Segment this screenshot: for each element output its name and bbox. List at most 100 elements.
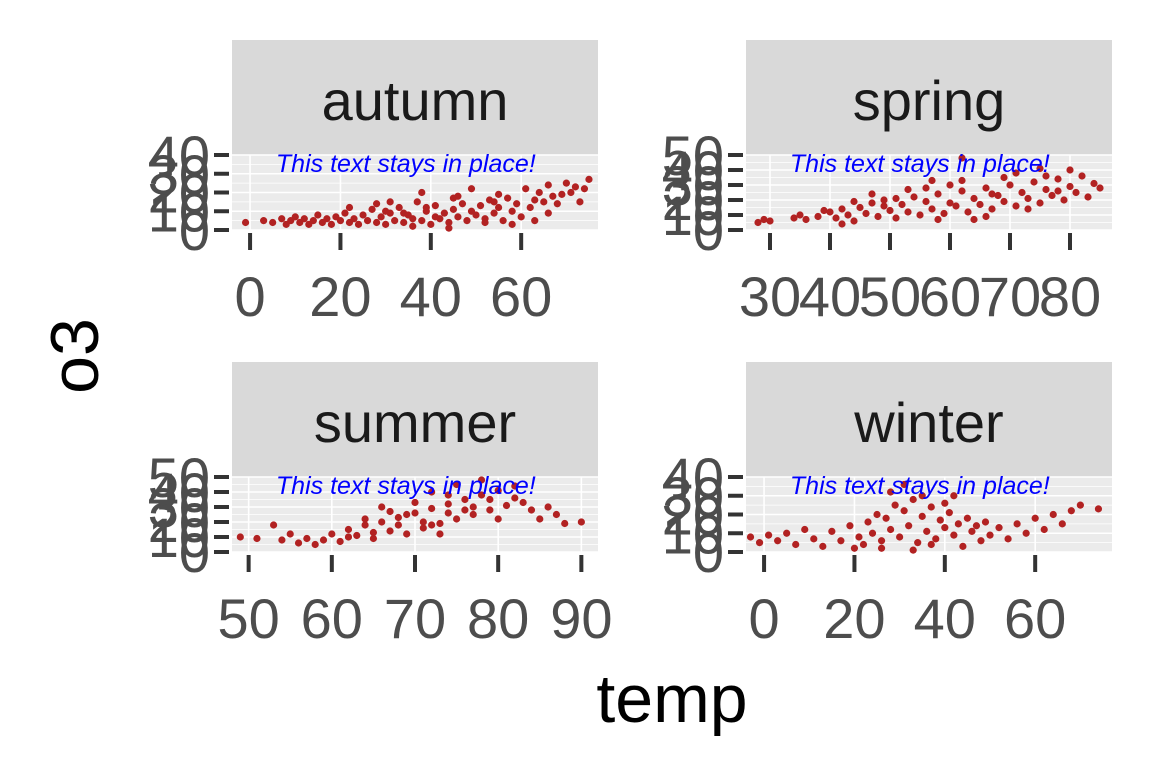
data-point [353,531,361,540]
data-point [918,492,926,500]
x-tick-label: 80 [467,587,529,650]
data-point [504,194,512,202]
y-tick-label: 40 [148,461,210,524]
annotation-text: This text stays in place! [790,472,1050,500]
data-point [868,529,877,537]
data-point [783,529,791,537]
data-point [469,510,477,519]
x-tick-label: 60 [301,587,363,650]
data-point [463,217,471,225]
data-point [941,499,949,507]
data-point [476,202,485,210]
data-point [891,501,899,509]
data-point [932,535,940,543]
data-point [954,520,962,528]
data-point [900,480,908,489]
data-point [531,217,539,225]
data-point [418,217,426,225]
data-point [544,503,552,511]
data-point [236,533,244,541]
data-point [964,208,972,216]
data-point [927,503,935,511]
data-point [1013,520,1021,528]
data-point [431,202,439,210]
data-point [922,184,930,192]
data-point [585,175,593,183]
x-axis-title: temp [596,661,747,737]
data-point [486,495,494,504]
data-point [868,190,876,198]
data-point [1030,178,1038,186]
data-point [850,217,858,225]
data-point [253,534,261,543]
data-point [928,176,936,185]
data-point [436,530,444,538]
data-point [1022,529,1030,537]
data-point [494,515,502,523]
data-point [372,218,381,227]
data-point [1006,181,1014,189]
data-point [946,181,954,189]
data-point [1090,179,1098,188]
y-tick-label: 50 [148,446,210,509]
data-point [527,506,536,514]
data-point [395,203,403,212]
data-point [419,524,427,532]
data-point [344,525,353,534]
data-point [403,510,411,519]
data-point [300,215,308,223]
data-point [886,525,895,534]
data-point [445,224,453,232]
data-point [552,510,561,519]
data-point [436,519,444,528]
data-point [986,531,994,539]
data-point [928,205,936,213]
data-point [369,534,378,543]
data-point [549,192,557,200]
facet-strip [232,362,598,477]
data-point [427,220,435,228]
data-point [1036,164,1044,173]
data-point [850,197,858,206]
data-point [958,154,966,162]
data-point [553,200,561,208]
data-point [477,476,486,484]
data-point [428,488,436,496]
data-point [386,527,394,535]
data-point [796,211,804,219]
data-point [428,504,436,513]
data-point [970,215,978,224]
data-point [896,533,904,541]
y-axis-title: o3 [37,318,113,394]
data-point [481,218,489,227]
data-point [494,190,503,198]
data-point [972,522,981,530]
data-point [1058,520,1066,528]
data-point [1000,197,1008,206]
data-point [820,206,828,215]
data-point [382,220,390,228]
data-point [467,185,476,193]
x-tick-label: 60 [1004,587,1066,650]
data-point [950,492,958,500]
data-point [391,217,399,225]
data-point [444,509,452,517]
facet-strip-label: autumn [322,69,509,132]
data-point [838,205,846,213]
data-point [922,197,930,206]
data-point [874,212,882,221]
data-point [892,194,900,203]
facet-strip-label: winter [853,391,1003,454]
data-point [369,528,378,537]
x-tick-label: 60 [919,265,981,328]
x-tick-label: 70 [979,265,1041,328]
data-point [1078,172,1086,180]
data-point [1067,507,1075,515]
data-point [910,193,918,201]
data-point [904,208,912,216]
data-point [995,524,1003,532]
data-point [359,211,367,219]
data-point [444,500,452,508]
annotation-text: This text stays in place! [790,150,1050,178]
